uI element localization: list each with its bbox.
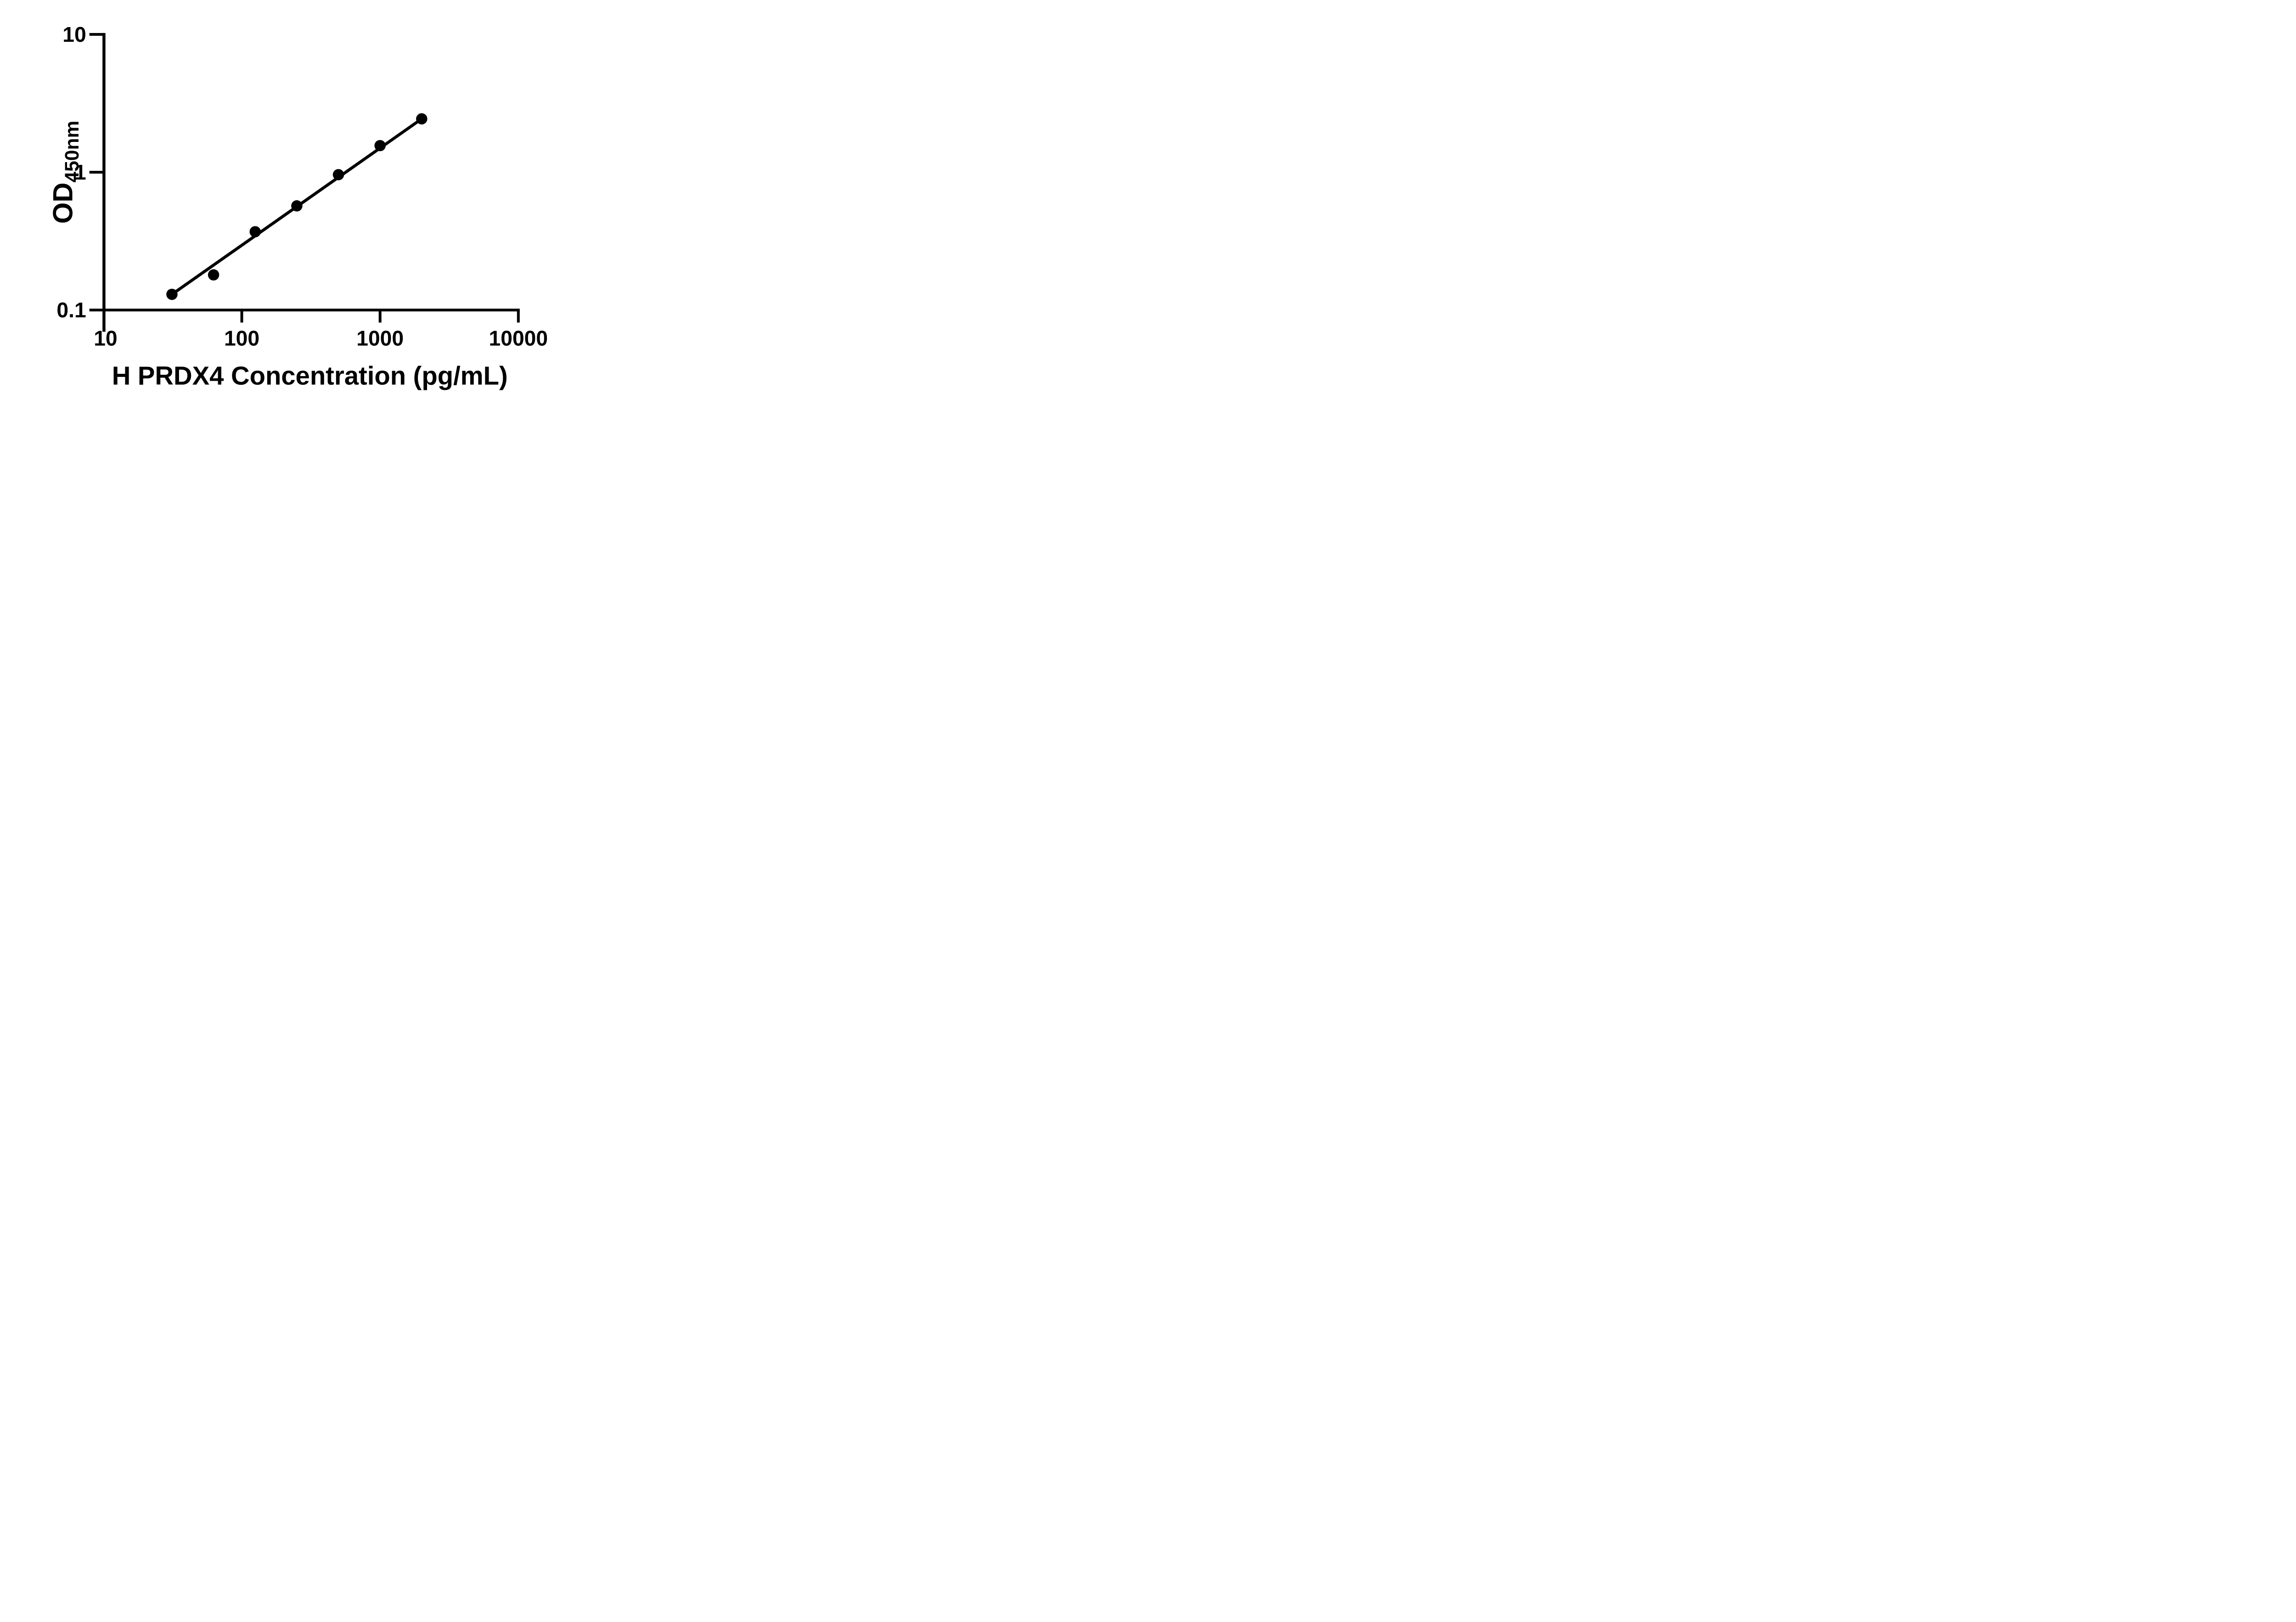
x-tick-label: 1000 — [356, 326, 404, 350]
labels-layer: 0.1 1 10 10 100 1000 10000 H PRDX4 Concentratio… — [47, 23, 548, 390]
y-axis-title: OD450nm — [47, 121, 83, 224]
x-axis-title: H PRDX4 Concentration (pg/mL) — [112, 361, 508, 390]
x-tick-label: 10 — [94, 326, 117, 350]
y-tick-label: 0.1 — [56, 298, 86, 322]
data-point — [291, 200, 303, 212]
elisa-standard-curve-figure: H PRDX4 Concentration (pg/mL) 0.1 1 10 10 10… — [0, 0, 580, 406]
x-tick-label: 10000 — [489, 326, 548, 350]
elisa-standard-curve-chart: H PRDX4 Concentration (pg/mL) 0.1 1 10 10 10… — [0, 0, 580, 406]
data-point — [249, 226, 261, 237]
data-point — [166, 288, 178, 300]
axes-layer — [89, 33, 520, 332]
y-tick-label: 1 — [74, 160, 86, 184]
data-point — [416, 113, 428, 125]
data-point — [374, 140, 386, 152]
series-layer — [166, 113, 428, 300]
data-point — [332, 169, 344, 180]
data-point — [208, 269, 219, 281]
y-tick-label: 10 — [62, 23, 86, 46]
x-tick-label: 100 — [224, 326, 259, 350]
